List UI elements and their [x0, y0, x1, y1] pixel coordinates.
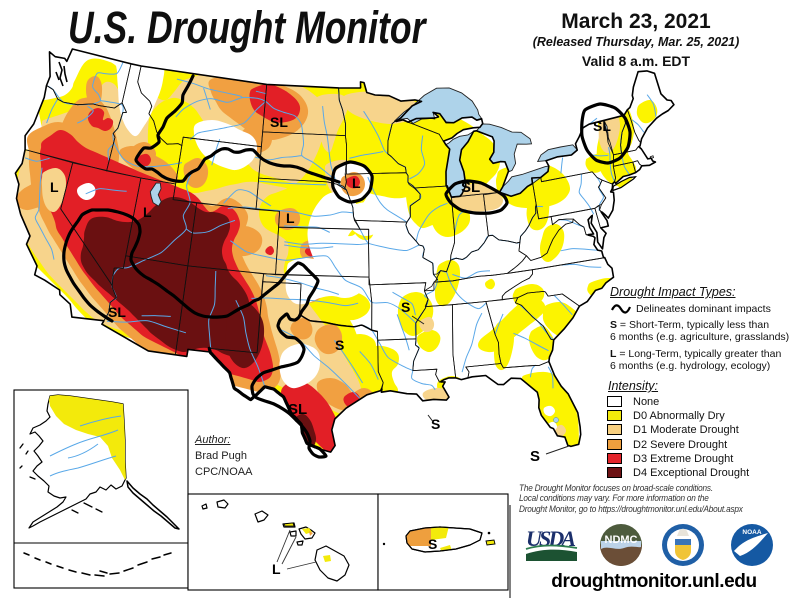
- svg-text:SL: SL: [108, 304, 126, 320]
- svg-text:SL: SL: [593, 118, 611, 134]
- svg-text:S: S: [335, 337, 344, 353]
- svg-text:L: L: [50, 179, 59, 195]
- svg-text:L: L: [272, 561, 281, 577]
- svg-text:SL: SL: [270, 114, 288, 130]
- svg-text:SL: SL: [461, 179, 480, 196]
- svg-text:L: L: [352, 175, 361, 191]
- svg-text:NDMC: NDMC: [605, 534, 638, 546]
- svg-text:S: S: [428, 536, 437, 552]
- svg-text:L: L: [286, 210, 295, 226]
- svg-text:S: S: [401, 299, 410, 315]
- svg-text:SL: SL: [288, 401, 307, 418]
- svg-text:L: L: [143, 204, 152, 220]
- svg-text:S: S: [431, 416, 440, 432]
- svg-text:S: S: [530, 448, 540, 465]
- svg-text:NOAA: NOAA: [742, 529, 761, 536]
